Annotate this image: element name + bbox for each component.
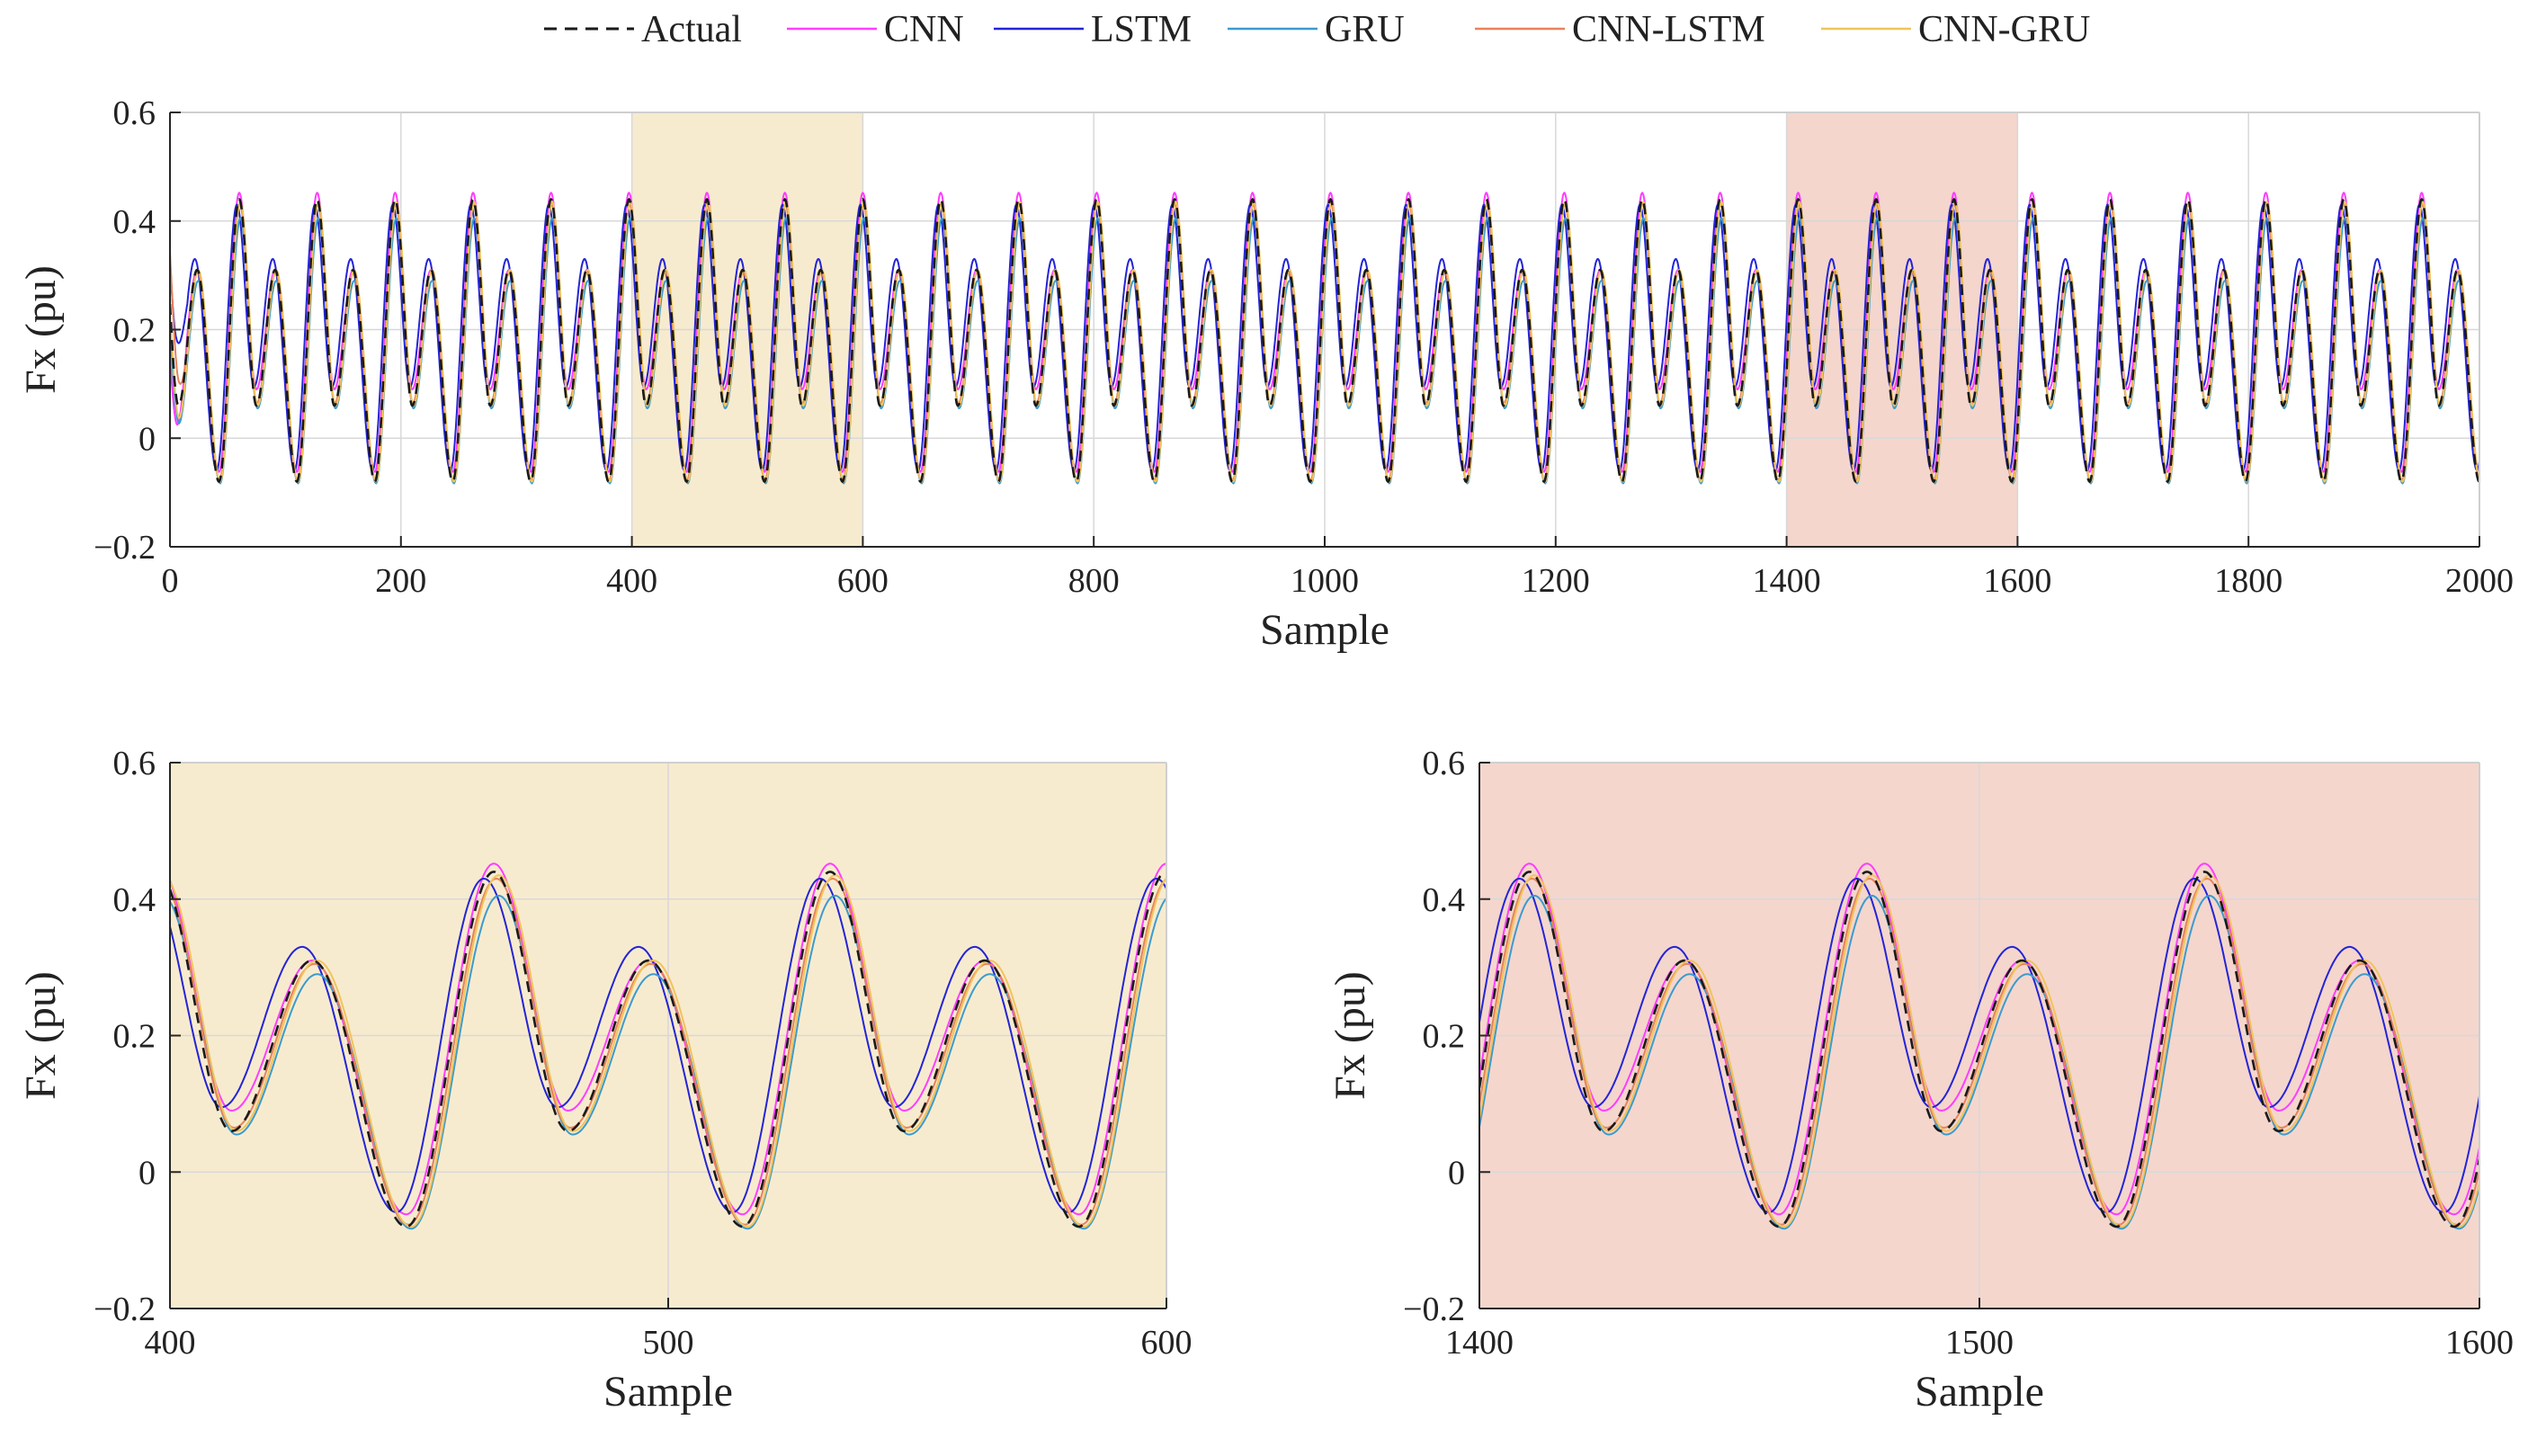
y-tick-label: −0.2 xyxy=(1403,1291,1465,1328)
legend-label: CNN-LSTM xyxy=(1572,9,1765,50)
y-tick-label: 0.6 xyxy=(113,745,156,782)
series-line-gru xyxy=(1479,894,2479,1230)
series-line-lstm xyxy=(170,877,1166,1214)
legend-label: CNN xyxy=(884,9,964,50)
y-tick-label: 0.2 xyxy=(113,1018,156,1056)
series-line-cnn-gru xyxy=(1479,874,2479,1228)
y-tick-label: 0.4 xyxy=(113,203,156,241)
series-line-cnn xyxy=(1479,862,2479,1216)
x-tick-label: 2000 xyxy=(2445,562,2514,600)
x-tick-label: 1400 xyxy=(1753,562,1821,600)
y-tick-label: 0.2 xyxy=(1423,1018,1466,1056)
y-tick-label: −0.2 xyxy=(94,1291,156,1328)
x-axis-label: Sample xyxy=(603,1368,733,1416)
y-tick-label: 0.2 xyxy=(113,312,156,350)
y-tick-label: 0 xyxy=(138,420,156,458)
zoom-panel-1400-1600: 1400 1500 1600 −0.2 0 0.2 0.4 0.6 Sample Fx (pu) xyxy=(1327,745,2514,1416)
legend-label: LSTM xyxy=(1091,9,1192,50)
x-tick-label: 1600 xyxy=(1983,562,2051,600)
x-tick-label: 500 xyxy=(643,1324,694,1362)
overview-panel: 0 200 400 600 800 1000 1200 1400 1600 1800 2000 −0.… xyxy=(17,94,2514,654)
x-tick-label: 600 xyxy=(1141,1324,1193,1362)
x-tick-label: 1600 xyxy=(2445,1324,2514,1362)
x-tick-label: 0 xyxy=(162,562,179,600)
x-tick-label: 600 xyxy=(837,562,889,600)
y-axis-label: Fx (pu) xyxy=(17,971,65,1100)
series-lines xyxy=(1479,862,2479,1230)
series-line-lstm xyxy=(1479,877,2479,1214)
series-line-cnn-lstm xyxy=(1479,877,2479,1226)
x-tick-label: 1000 xyxy=(1291,562,1359,600)
series-line-lstm xyxy=(170,203,2479,472)
series-lines xyxy=(170,191,2479,485)
x-tick-label: 800 xyxy=(1068,562,1120,600)
y-tick-label: 0 xyxy=(1448,1154,1465,1192)
series-lines xyxy=(170,862,1166,1230)
y-tick-label: 0.6 xyxy=(113,94,156,132)
y-tick-label: −0.2 xyxy=(94,529,156,567)
x-axis-label: Sample xyxy=(1260,606,1389,654)
x-tick-label: 400 xyxy=(145,1324,196,1362)
y-tick-label: 0.4 xyxy=(113,881,156,919)
x-axis-label: Sample xyxy=(1915,1368,2044,1416)
legend: Actual CNN LSTM GRU CNN-LSTM CNN-GRU xyxy=(544,9,2090,50)
x-tick-label: 1800 xyxy=(2214,562,2282,600)
series-line-actual xyxy=(170,871,1166,1228)
x-tick-label: 400 xyxy=(606,562,657,600)
y-axis-label: Fx (pu) xyxy=(1327,971,1374,1100)
x-tick-label: 1200 xyxy=(1522,562,1590,600)
x-tick-label: 200 xyxy=(375,562,426,600)
legend-label: GRU xyxy=(1325,9,1405,50)
y-axis-label: Fx (pu) xyxy=(17,265,65,394)
y-tick-label: 0.6 xyxy=(1423,745,1466,782)
y-tick-label: 0.4 xyxy=(1423,881,1466,919)
series-line-actual xyxy=(170,197,2479,484)
series-line-cnn-gru xyxy=(170,874,1166,1228)
legend-label: CNN-GRU xyxy=(1918,9,2090,50)
x-tick-label: 1500 xyxy=(1945,1324,2014,1362)
zoom-panel-400-600: 400 500 600 −0.2 0 0.2 0.4 0.6 Sample Fx (pu) xyxy=(17,745,1193,1416)
series-line-actual xyxy=(1479,871,2479,1228)
legend-label: Actual xyxy=(641,9,742,50)
y-tick-label: 0 xyxy=(138,1154,156,1192)
x-tick-label: 1400 xyxy=(1445,1324,1514,1362)
